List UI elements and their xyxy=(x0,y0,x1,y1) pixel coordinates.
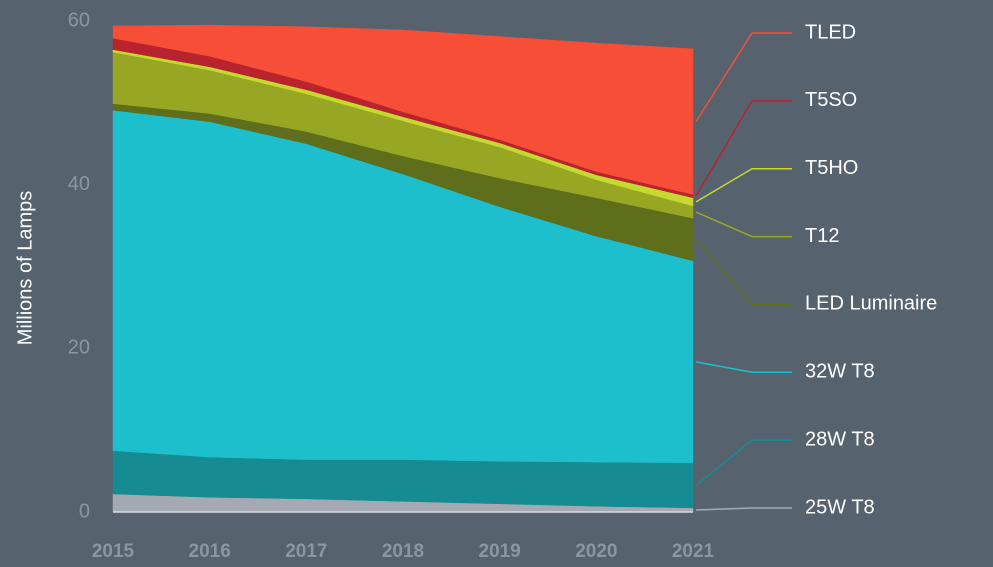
y-tick-label: 60 xyxy=(68,9,90,31)
x-tick-label: 2019 xyxy=(479,541,521,562)
legend-label: LED Luminaire xyxy=(805,293,937,315)
leader-line xyxy=(695,167,792,203)
leader-line xyxy=(695,211,792,238)
leader-line xyxy=(695,439,792,486)
leader-line xyxy=(695,32,792,123)
y-tick-label: 40 xyxy=(68,173,90,195)
legend-label: T5SO xyxy=(805,89,857,111)
legend-label: 25W T8 xyxy=(805,496,875,518)
y-tick-label: 20 xyxy=(68,337,90,359)
area xyxy=(112,24,694,195)
x-tick-label: 2017 xyxy=(285,541,327,562)
x-tick-label: 2015 xyxy=(92,541,135,562)
leader-line xyxy=(695,361,792,374)
legend-label: 28W T8 xyxy=(805,428,875,450)
x-tick-label: 2020 xyxy=(575,541,617,562)
legend-label: T12 xyxy=(805,225,839,247)
legend-label: T5HO xyxy=(805,157,858,179)
legend-label: 32W T8 xyxy=(805,361,875,383)
leader-line xyxy=(695,239,792,306)
legend-label: TLED xyxy=(805,21,856,43)
leader-line xyxy=(695,100,792,197)
y-axis-label: Millions of Lamps xyxy=(14,191,36,346)
x-tick-label: 2021 xyxy=(672,541,715,562)
leader-line xyxy=(695,507,792,511)
y-tick-label: 0 xyxy=(79,500,90,522)
x-tick-label: 2018 xyxy=(382,541,424,562)
x-tick-label: 2016 xyxy=(189,541,231,562)
